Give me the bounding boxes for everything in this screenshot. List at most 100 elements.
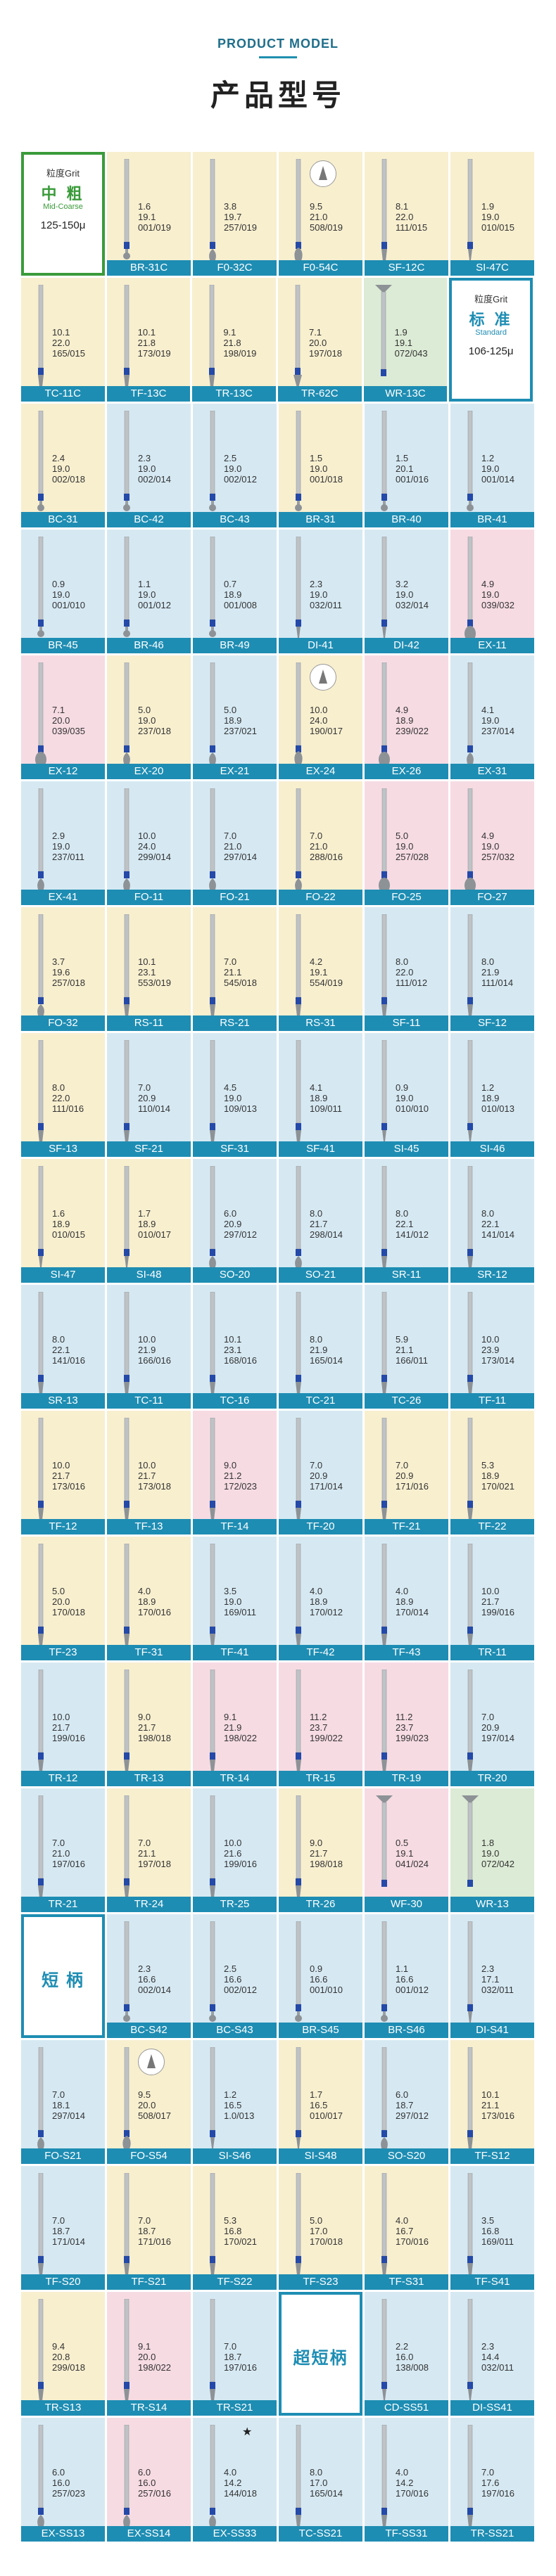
- product-card[interactable]: 4.9 19.0 039/032 EX-11: [450, 530, 534, 653]
- product-card[interactable]: 1.2 16.5 1.0/013 SI-S46: [193, 2040, 277, 2164]
- product-card[interactable]: 2.3 17.1 032/011 DI-S41: [450, 1914, 534, 2038]
- product-card[interactable]: 3.7 19.6 257/018 FO-32: [21, 907, 105, 1031]
- product-card[interactable]: 2.3 14.4 032/011 DI-SS41: [450, 2292, 534, 2416]
- product-card[interactable]: 3.8 19.7 257/019 F0-32C: [193, 152, 277, 276]
- product-card[interactable]: 9.5 20.0 508/017 FO-S54: [107, 2040, 191, 2164]
- product-card[interactable]: 2.2 16.0 138/008 CD-SS51: [365, 2292, 448, 2416]
- product-card[interactable]: 4.0 16.7 170/016 TF-S31: [365, 2166, 448, 2290]
- product-card[interactable]: 7.0 18.7 171/014 TF-S20: [21, 2166, 105, 2290]
- product-card[interactable]: 3.2 19.0 032/014 DI-42: [365, 530, 448, 653]
- product-card[interactable]: 10.0 21.9 166/016 TC-11: [107, 1285, 191, 1409]
- product-card[interactable]: 5.0 18.9 237/021 EX-21: [193, 655, 277, 779]
- product-card[interactable]: 11.2 23.7 199/023 TR-19: [365, 1662, 448, 1786]
- product-card[interactable]: 10.1 22.0 165/015 TC-11C: [21, 278, 105, 402]
- product-card[interactable]: 8.0 21.9 165/014 TC-21: [279, 1285, 362, 1409]
- product-card[interactable]: 1.7 16.5 010/017 SI-S48: [279, 2040, 362, 2164]
- product-card[interactable]: 4.9 18.9 239/022 EX-26: [365, 655, 448, 779]
- product-card[interactable]: 0.9 19.0 010/010 SI-45: [365, 1033, 448, 1157]
- product-card[interactable]: 8.0 21.7 298/014 SO-21: [279, 1159, 362, 1283]
- product-card[interactable]: 4.9 19.0 257/032 FO-27: [450, 781, 534, 905]
- product-card[interactable]: 0.5 19.1 041/024 WF-30: [365, 1788, 448, 1912]
- product-card[interactable]: 8.0 22.0 111/012 SF-11: [365, 907, 448, 1031]
- product-card[interactable]: 4.0 18.9 170/016 TF-31: [107, 1537, 191, 1660]
- product-card[interactable]: 1.9 19.0 010/015 SI-47C: [450, 152, 534, 276]
- product-card[interactable]: 4.0 14.2 170/016 TF-SS31: [365, 2418, 448, 2542]
- product-card[interactable]: 6.0 16.0 257/023 EX-SS13: [21, 2418, 105, 2542]
- product-card[interactable]: ★ 4.0 14.2 144/018 EX-SS33: [193, 2418, 277, 2542]
- product-card[interactable]: 5.3 16.8 170/021 TF-S22: [193, 2166, 277, 2290]
- product-card[interactable]: 10.0 21.6 199/016 TR-25: [193, 1788, 277, 1912]
- product-card[interactable]: 2.9 19.0 237/011 EX-41: [21, 781, 105, 905]
- product-card[interactable]: 8.0 22.0 111/016 SF-13: [21, 1033, 105, 1157]
- product-card[interactable]: 4.5 19.0 109/013 SF-31: [193, 1033, 277, 1157]
- product-card[interactable]: 10.1 23.1 553/019 RS-11: [107, 907, 191, 1031]
- product-card[interactable]: 2.3 16.6 002/014 BC-S42: [107, 1914, 191, 2038]
- product-card[interactable]: 5.9 21.1 166/011 TC-26: [365, 1285, 448, 1409]
- product-card[interactable]: 9.1 21.9 198/022 TR-14: [193, 1662, 277, 1786]
- product-card[interactable]: 8.0 22.1 141/012 SR-11: [365, 1159, 448, 1283]
- product-card[interactable]: 5.0 17.0 170/018 TF-S23: [279, 2166, 362, 2290]
- product-card[interactable]: 2.3 19.0 002/014 BC-42: [107, 404, 191, 527]
- product-card[interactable]: 1.7 18.9 010/017 SI-48: [107, 1159, 191, 1283]
- product-card[interactable]: 7.0 21.0 288/016 FO-22: [279, 781, 362, 905]
- product-card[interactable]: 10.0 21.7 199/016 TR-12: [21, 1662, 105, 1786]
- product-card[interactable]: 2.3 19.0 032/011 DI-41: [279, 530, 362, 653]
- product-card[interactable]: 8.0 22.1 141/016 SR-13: [21, 1285, 105, 1409]
- product-card[interactable]: 1.6 18.9 010/015 SI-47: [21, 1159, 105, 1283]
- product-card[interactable]: 5.0 19.0 237/018 EX-20: [107, 655, 191, 779]
- product-card[interactable]: 7.0 21.0 197/016 TR-21: [21, 1788, 105, 1912]
- product-card[interactable]: 6.0 16.0 257/016 EX-SS14: [107, 2418, 191, 2542]
- product-card[interactable]: 7.1 20.0 197/018 TR-62C: [277, 278, 362, 402]
- product-card[interactable]: 10.0 24.0 299/014 FO-11: [107, 781, 191, 905]
- product-card[interactable]: 7.0 20.9 171/014 TF-20: [279, 1411, 362, 1534]
- product-card[interactable]: 0.9 19.0 001/010 BR-45: [21, 530, 105, 653]
- product-card[interactable]: 7.0 20.9 171/016 TF-21: [365, 1411, 448, 1534]
- product-card[interactable]: 9.5 21.0 508/019 F0-54C: [279, 152, 362, 276]
- product-card[interactable]: 1.8 19.0 072/042 WR-13: [450, 1788, 534, 1912]
- product-card[interactable]: 8.0 17.0 165/014 TC-SS21: [279, 2418, 362, 2542]
- product-card[interactable]: 4.1 19.0 237/014 EX-31: [450, 655, 534, 779]
- product-card[interactable]: 11.2 23.7 199/022 TR-15: [279, 1662, 362, 1786]
- product-card[interactable]: 5.0 20.0 170/018 TF-23: [21, 1537, 105, 1660]
- product-card[interactable]: 5.3 18.9 170/021 TF-22: [450, 1411, 534, 1534]
- product-card[interactable]: 7.0 21.0 297/014 FO-21: [193, 781, 277, 905]
- product-card[interactable]: 8.0 22.1 141/014 SR-12: [450, 1159, 534, 1283]
- product-card[interactable]: 1.5 19.0 001/018 BR-31: [279, 404, 362, 527]
- product-card[interactable]: 1.1 16.6 001/012 BR-S46: [365, 1914, 448, 2038]
- product-card[interactable]: 8.1 22.0 111/015 SF-12C: [365, 152, 448, 276]
- product-card[interactable]: 2.5 19.0 002/012 BC-43: [193, 404, 277, 527]
- product-card[interactable]: 2.4 19.0 002/018 BC-31: [21, 404, 105, 527]
- product-card[interactable]: 1.2 19.0 001/014 BR-41: [450, 404, 534, 527]
- product-card[interactable]: 7.0 18.1 297/014 FO-S21: [21, 2040, 105, 2164]
- product-card[interactable]: 7.0 17.6 197/016 TR-SS21: [450, 2418, 534, 2542]
- product-card[interactable]: 7.0 21.1 545/018 RS-21: [193, 907, 277, 1031]
- product-card[interactable]: 10.1 21.8 173/019 TF-13C: [106, 278, 191, 402]
- product-card[interactable]: 10.0 23.9 173/014 TF-11: [450, 1285, 534, 1409]
- product-card[interactable]: 4.0 18.9 170/012 TF-42: [279, 1537, 362, 1660]
- product-card[interactable]: 10.0 24.0 190/017 EX-24: [279, 655, 362, 779]
- product-card[interactable]: 9.4 20.8 299/018 TR-S13: [21, 2292, 105, 2416]
- product-card[interactable]: 3.5 16.8 169/011 TF-S41: [450, 2166, 534, 2290]
- product-card[interactable]: 1.2 18.9 010/013 SI-46: [450, 1033, 534, 1157]
- product-card[interactable]: 10.0 21.7 199/016 TR-11: [450, 1537, 534, 1660]
- product-card[interactable]: 10.1 23.1 168/016 TC-16: [193, 1285, 277, 1409]
- product-card[interactable]: 1.6 19.1 001/019 BR-31C: [107, 152, 191, 276]
- product-card[interactable]: 0.7 18.9 001/008 BR-49: [193, 530, 277, 653]
- product-card[interactable]: 7.0 20.9 110/014 SF-21: [107, 1033, 191, 1157]
- product-card[interactable]: 7.0 21.1 197/018 TR-24: [107, 1788, 191, 1912]
- product-card[interactable]: 7.1 20.0 039/035 EX-12: [21, 655, 105, 779]
- product-card[interactable]: 9.0 21.7 198/018 TR-26: [279, 1788, 362, 1912]
- product-card[interactable]: 7.0 18.7 171/016 TF-S21: [107, 2166, 191, 2290]
- product-card[interactable]: 9.1 20.0 198/022 TR-S14: [107, 2292, 191, 2416]
- product-card[interactable]: 9.0 21.2 172/023 TF-14: [193, 1411, 277, 1534]
- product-card[interactable]: 10.0 21.7 173/018 TF-13: [107, 1411, 191, 1534]
- product-card[interactable]: 3.5 19.0 169/011 TF-41: [193, 1537, 277, 1660]
- product-card[interactable]: 8.0 21.9 111/014 SF-12: [450, 907, 534, 1031]
- product-card[interactable]: 5.0 19.0 257/028 FO-25: [365, 781, 448, 905]
- product-card[interactable]: 10.1 21.1 173/016 TF-S12: [450, 2040, 534, 2164]
- product-card[interactable]: 4.2 19.1 554/019 RS-31: [279, 907, 362, 1031]
- product-card[interactable]: 1.9 19.1 072/043 WR-13C: [363, 278, 448, 402]
- product-card[interactable]: 6.0 18.7 297/012 SO-S20: [365, 2040, 448, 2164]
- product-card[interactable]: 7.0 18.7 197/016 TR-S21: [193, 2292, 277, 2416]
- product-card[interactable]: 9.1 21.8 198/019 TR-13C: [192, 278, 276, 402]
